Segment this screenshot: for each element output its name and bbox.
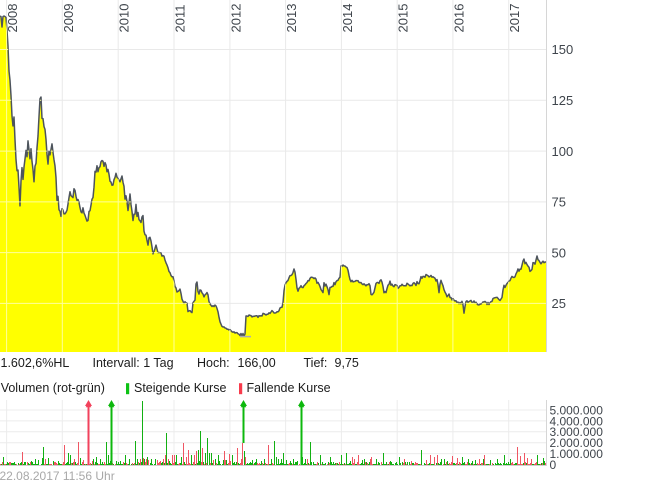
svg-text:2010: 2010 [117,4,132,33]
svg-text:Hoch:: Hoch: [197,356,230,370]
svg-text:2015: 2015 [396,4,411,33]
svg-text:2.000.000: 2.000.000 [550,436,604,450]
svg-text:125: 125 [552,93,574,108]
svg-text:Fallende Kurse: Fallende Kurse [247,381,331,395]
svg-text:22.08.2017 11:56 Uhr: 22.08.2017 11:56 Uhr [0,469,115,483]
svg-text:Steigende Kurse: Steigende Kurse [134,381,226,395]
svg-text:3.000.000: 3.000.000 [550,425,604,439]
svg-text:Tief:: Tief: [304,356,328,370]
svg-text:50: 50 [552,245,566,260]
svg-text:5.000.000: 5.000.000 [550,403,604,417]
svg-text:166,00: 166,00 [238,356,276,370]
svg-text:25: 25 [552,296,566,311]
svg-text:1.602,6%HL: 1.602,6%HL [1,356,70,370]
svg-text:100: 100 [552,144,574,159]
svg-text:150: 150 [552,42,574,57]
svg-text:2016: 2016 [451,4,466,33]
svg-text:4.000.000: 4.000.000 [550,414,604,428]
svg-text:2014: 2014 [340,4,355,33]
svg-text:2008: 2008 [5,4,20,33]
svg-text:1.000.000: 1.000.000 [550,447,604,461]
svg-text:Volumen (rot-grün): Volumen (rot-grün) [1,381,105,395]
svg-text:2012: 2012 [228,4,243,33]
svg-text:2013: 2013 [284,4,299,33]
svg-text:75: 75 [552,195,566,210]
svg-text:2011: 2011 [173,5,188,33]
svg-text:9,75: 9,75 [335,356,359,370]
svg-text:2017: 2017 [507,4,522,33]
svg-text:0: 0 [550,458,557,472]
svg-text:2009: 2009 [61,4,76,33]
svg-text:Intervall: 1 Tag: Intervall: 1 Tag [93,356,174,370]
